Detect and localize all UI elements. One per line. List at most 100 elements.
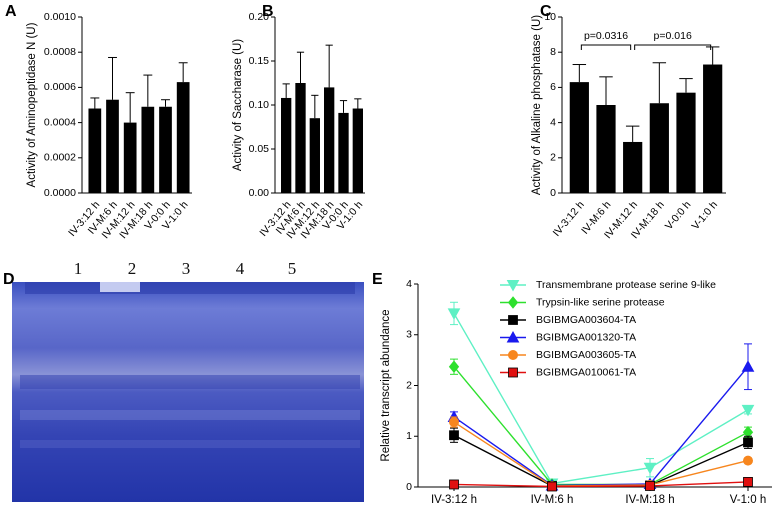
lane-label: 3 bbox=[182, 259, 191, 278]
marker bbox=[741, 404, 755, 417]
series-line bbox=[453, 481, 749, 488]
y-tick-label: 0.15 bbox=[249, 55, 270, 67]
panel-label: E bbox=[372, 271, 383, 288]
lane-label: 4 bbox=[236, 259, 245, 278]
y-tick-label: 0.0000 bbox=[44, 187, 76, 199]
marker bbox=[506, 330, 520, 343]
y-tick-label: 10 bbox=[544, 11, 556, 23]
legend-label: Trypsin-like serine protease bbox=[536, 296, 665, 308]
error-bar bbox=[296, 51, 305, 83]
y-axis-title: Activity of Aminopeptidase N (U) bbox=[26, 22, 38, 187]
bar bbox=[295, 83, 306, 193]
error-bar bbox=[143, 74, 153, 107]
marker bbox=[507, 296, 519, 309]
legend-label: BGIBMGA003605-TA bbox=[536, 349, 636, 361]
marker bbox=[449, 430, 459, 441]
marker bbox=[743, 477, 753, 487]
error-bar bbox=[625, 125, 640, 142]
significance-bracket bbox=[634, 44, 712, 50]
significance-bracket bbox=[580, 44, 632, 50]
bar bbox=[281, 97, 292, 193]
bar bbox=[338, 112, 349, 193]
marker bbox=[449, 479, 459, 490]
marker bbox=[741, 360, 755, 372]
marker bbox=[508, 367, 518, 378]
error-bar bbox=[705, 46, 720, 65]
gel-image bbox=[12, 282, 364, 502]
legend-label: Transmembrane protease serine 9-like bbox=[536, 279, 716, 291]
x-tick-label: IV-M:6 h bbox=[531, 494, 574, 506]
x-tick-label: V-0:0 h bbox=[663, 199, 694, 232]
x-tick-label: V-1:0 h bbox=[690, 199, 721, 232]
series-line bbox=[453, 313, 749, 485]
error-bar bbox=[339, 100, 348, 113]
y-tick-label: 0.00 bbox=[249, 187, 270, 199]
bar bbox=[596, 105, 616, 193]
marker bbox=[743, 455, 753, 466]
bar bbox=[309, 118, 320, 193]
bar bbox=[569, 82, 589, 193]
error-bar bbox=[161, 99, 170, 107]
y-tick-label: 2 bbox=[406, 379, 412, 391]
series-line bbox=[453, 434, 749, 487]
series-line bbox=[453, 366, 749, 487]
series-line bbox=[453, 421, 749, 487]
error-bar bbox=[108, 56, 117, 100]
y-tick-label: 4 bbox=[550, 116, 556, 128]
marker bbox=[645, 481, 655, 491]
y-tick-label: 4 bbox=[406, 278, 412, 290]
marker bbox=[643, 462, 657, 475]
x-tick-label: IV-3:12 h bbox=[431, 494, 477, 506]
error-bar bbox=[572, 64, 587, 83]
legend-label: BGIBMGA001320-TA bbox=[536, 331, 636, 343]
y-tick-label: 8 bbox=[550, 46, 556, 58]
marker bbox=[449, 417, 459, 428]
error-bar bbox=[311, 94, 319, 119]
y-tick-label: 0.10 bbox=[249, 99, 270, 111]
y-tick-label: 0.0002 bbox=[44, 152, 76, 164]
lane-label: 2 bbox=[128, 259, 137, 278]
y-tick-label: 0.20 bbox=[249, 11, 270, 23]
legend-label: BGIBMGA010061-TA bbox=[536, 366, 636, 378]
error-bar bbox=[125, 92, 135, 123]
error-bar bbox=[679, 78, 693, 93]
marker bbox=[506, 280, 520, 292]
y-tick-label: 2 bbox=[550, 152, 556, 164]
bar bbox=[176, 82, 190, 193]
y-axis-title: Activity of Saccharase (U) bbox=[232, 39, 244, 171]
panel-label: A bbox=[5, 3, 17, 20]
panel-label: C bbox=[540, 3, 552, 20]
error-bar bbox=[90, 97, 100, 109]
error-bar bbox=[325, 44, 333, 88]
marker bbox=[448, 360, 460, 374]
lane-label: 1 bbox=[74, 259, 83, 278]
y-tick-label: 0.0004 bbox=[44, 116, 76, 128]
lane-label: 5 bbox=[288, 259, 297, 278]
bar bbox=[106, 99, 119, 193]
marker bbox=[547, 481, 557, 492]
bar bbox=[649, 103, 669, 193]
y-tick-label: 1 bbox=[406, 430, 412, 442]
x-tick-label: IV-M:18 h bbox=[625, 494, 674, 506]
y-tick-label: 0 bbox=[406, 481, 412, 493]
error-bar bbox=[282, 83, 290, 98]
bar bbox=[141, 106, 155, 193]
bar bbox=[159, 106, 172, 193]
x-tick-label: IV-3:12 h bbox=[551, 199, 587, 239]
y-tick-label: 0 bbox=[550, 187, 556, 199]
y-tick-label: 0.0008 bbox=[44, 46, 76, 58]
y-axis-title: Activity of Alkaline phosphatase (U) bbox=[531, 15, 543, 195]
legend-label: BGIBMGA003604-TA bbox=[536, 314, 636, 326]
y-axis-title: Relative transcript abundance bbox=[380, 309, 392, 461]
bar bbox=[623, 141, 643, 193]
annotation: p=0.016 bbox=[654, 30, 692, 42]
y-tick-label: 0.0010 bbox=[44, 11, 76, 23]
error-bar bbox=[599, 76, 613, 105]
bar bbox=[324, 87, 335, 193]
marker bbox=[508, 315, 518, 325]
x-tick-label: V-1:0 h bbox=[730, 494, 766, 506]
bar bbox=[676, 92, 696, 193]
series-line bbox=[453, 366, 749, 486]
bar bbox=[703, 64, 723, 194]
